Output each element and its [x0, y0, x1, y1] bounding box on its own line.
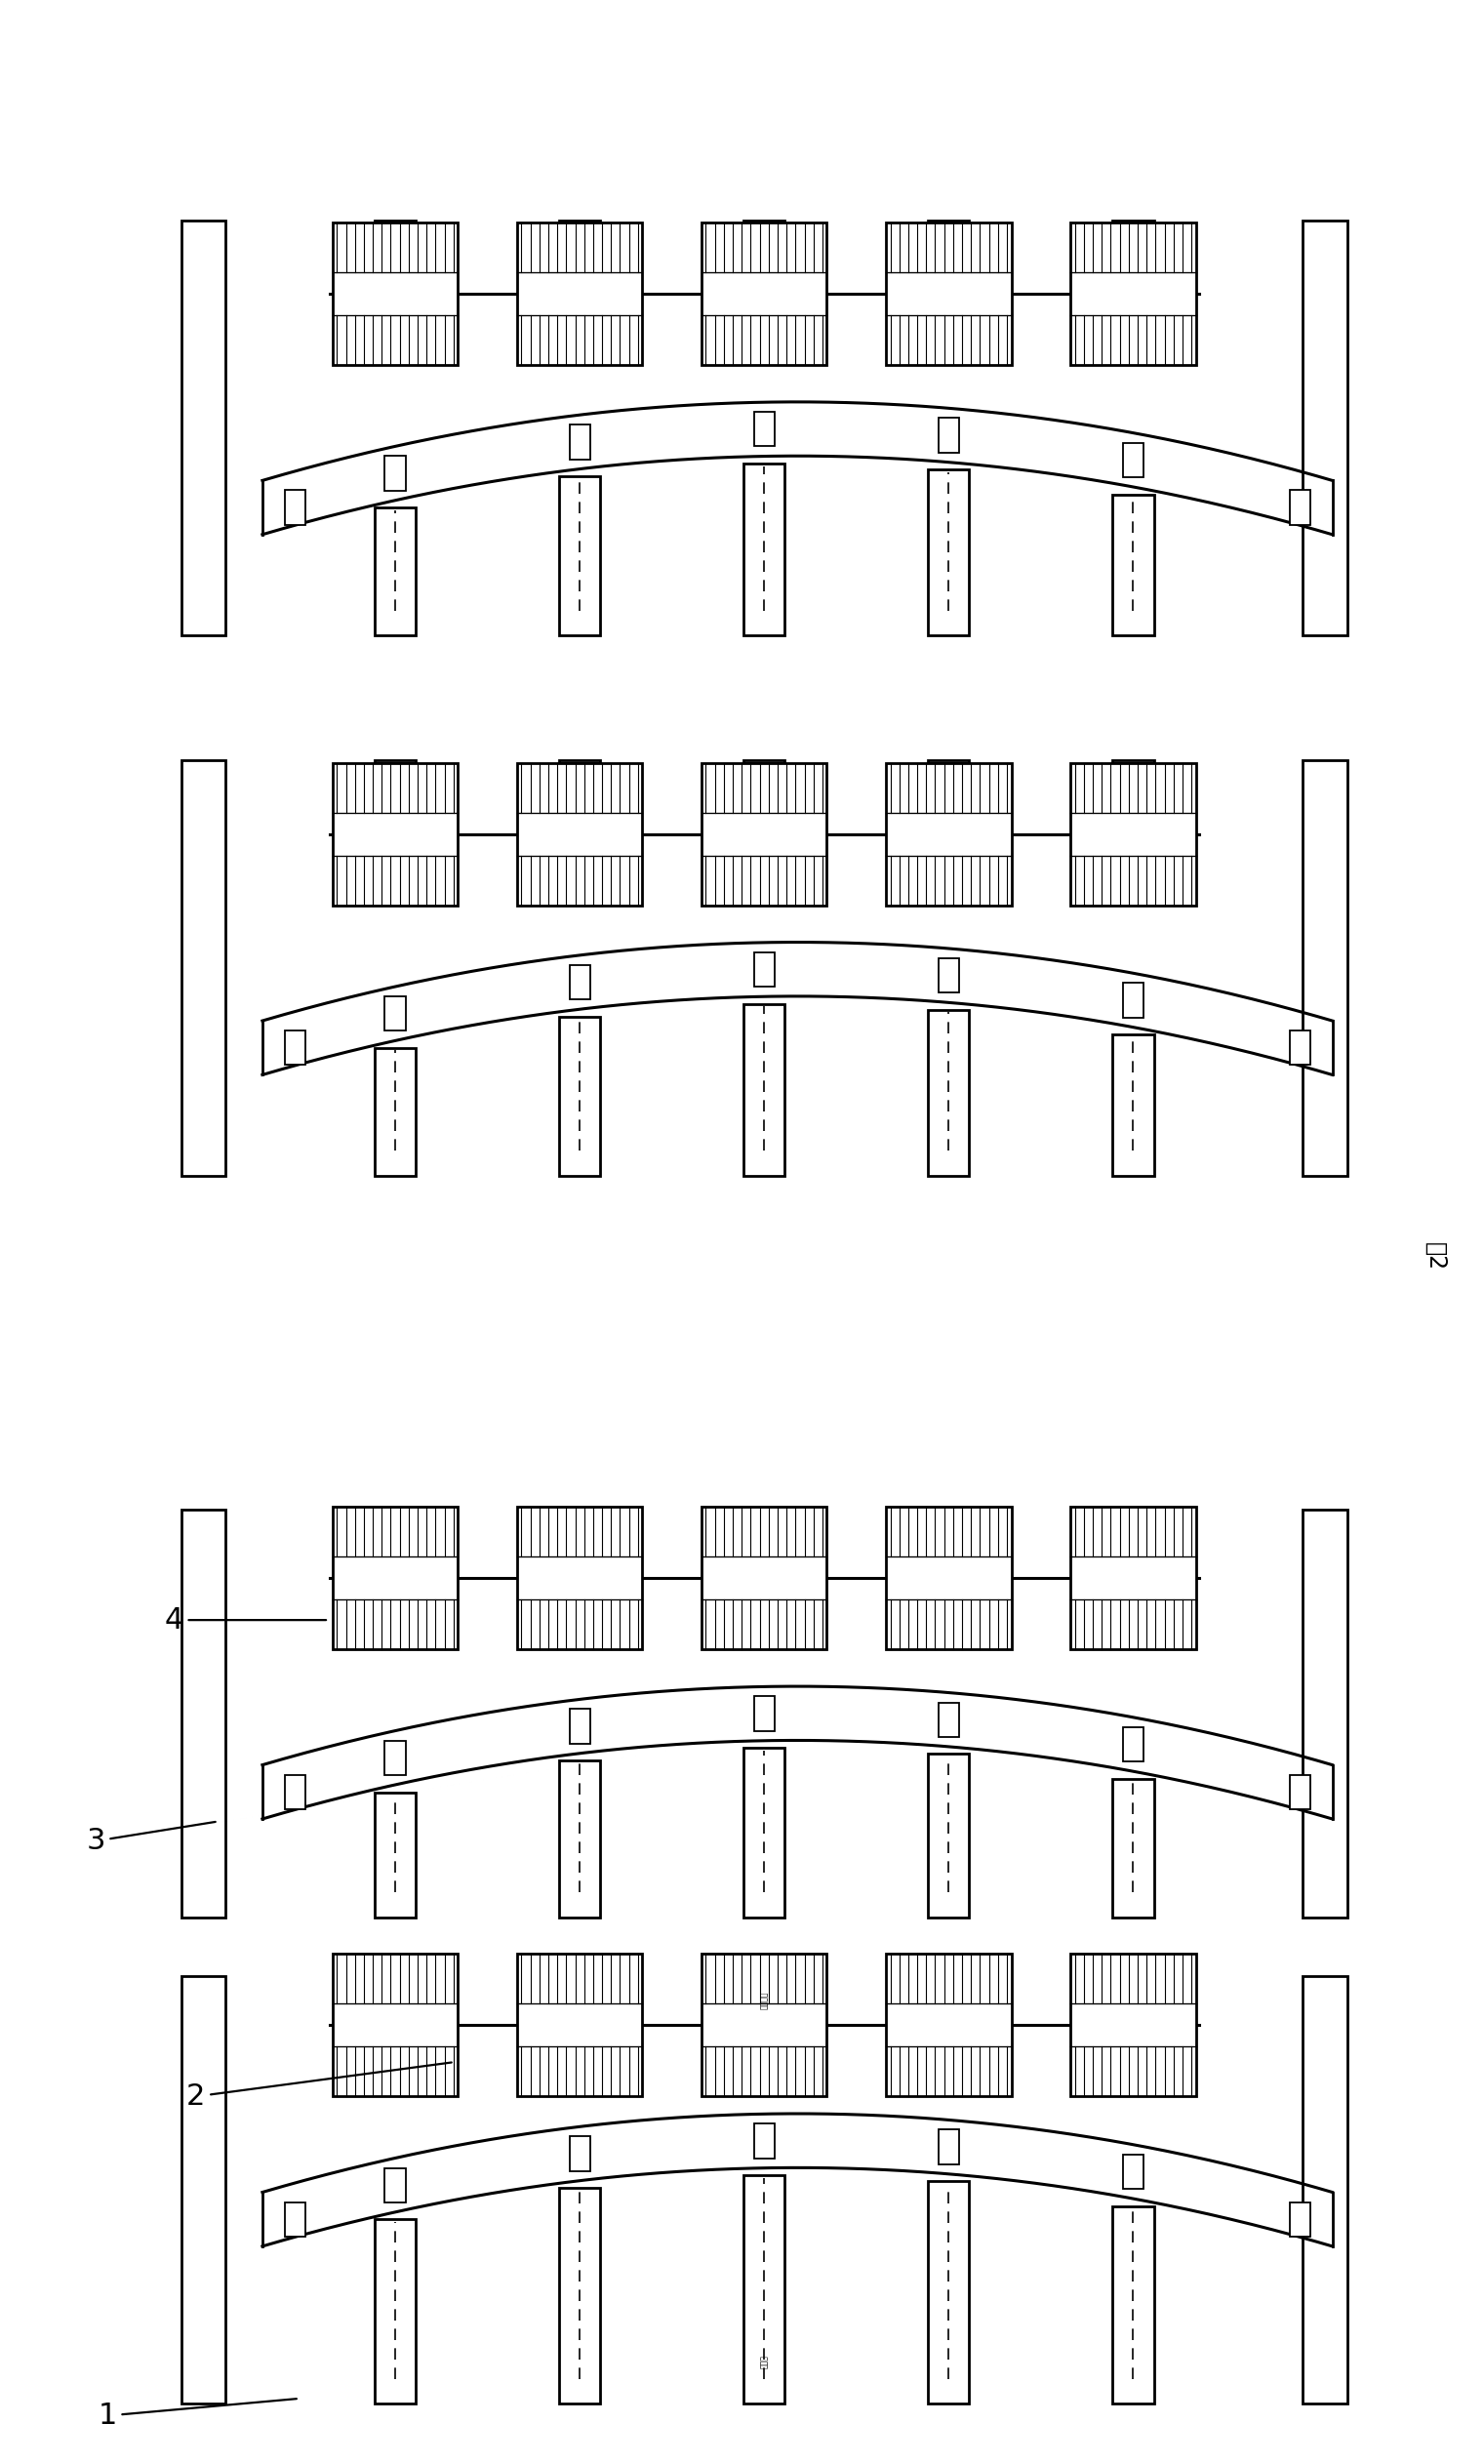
Bar	[938, 958, 959, 993]
Bar	[1123, 444, 1144, 478]
Bar	[384, 1740, 405, 1774]
Bar	[384, 456, 405, 490]
Bar	[743, 463, 785, 636]
Bar	[928, 2181, 969, 2402]
Bar	[570, 966, 591, 1000]
Bar	[886, 222, 1012, 365]
Bar	[285, 2203, 306, 2237]
Bar	[1303, 1976, 1347, 2402]
Bar	[559, 1762, 601, 1917]
Bar	[181, 219, 226, 636]
Bar	[1303, 219, 1347, 636]
Bar	[559, 476, 601, 636]
Bar	[938, 1703, 959, 1737]
Bar	[516, 1954, 643, 2097]
Bar	[928, 1754, 969, 1917]
Bar	[702, 764, 827, 904]
Bar	[1123, 1727, 1144, 1762]
Bar	[1113, 1035, 1153, 1175]
Bar	[743, 1003, 785, 1175]
Bar	[743, 2176, 785, 2402]
Bar	[754, 1695, 775, 1730]
Text: 输送辊: 输送辊	[760, 2356, 769, 2368]
Text: 顶紧装置: 顶紧装置	[760, 1991, 769, 2011]
Bar	[743, 1747, 785, 1917]
Bar	[570, 424, 591, 458]
Bar	[332, 1508, 459, 1648]
Bar	[886, 1954, 1012, 2097]
Bar	[374, 1791, 416, 1917]
Bar	[938, 2129, 959, 2163]
Bar	[928, 471, 969, 636]
Bar	[1290, 2203, 1310, 2237]
Bar	[516, 222, 643, 365]
Bar	[285, 1774, 306, 1809]
Bar	[559, 2188, 601, 2402]
Bar	[374, 508, 416, 636]
Bar	[1070, 1954, 1196, 2097]
Bar	[285, 1030, 306, 1064]
Bar	[181, 1510, 226, 1917]
Bar	[702, 1508, 827, 1648]
Bar	[516, 1508, 643, 1648]
Text: 图2: 图2	[1425, 1242, 1447, 1271]
Bar	[570, 2136, 591, 2171]
Bar	[374, 2220, 416, 2402]
Bar	[938, 419, 959, 453]
Bar	[1290, 490, 1310, 525]
Bar	[374, 1047, 416, 1175]
Bar	[886, 1508, 1012, 1648]
Bar	[1123, 983, 1144, 1018]
Bar	[181, 1976, 226, 2402]
Bar	[1113, 1779, 1153, 1917]
Bar	[754, 2124, 775, 2158]
Bar	[384, 995, 405, 1030]
Bar	[1290, 1774, 1310, 1809]
Bar	[570, 1710, 591, 1745]
Bar	[702, 222, 827, 365]
Bar	[1070, 764, 1196, 904]
Bar	[516, 764, 643, 904]
Bar	[384, 2168, 405, 2203]
Bar	[1303, 761, 1347, 1175]
Bar	[886, 764, 1012, 904]
Bar	[181, 761, 226, 1175]
Text: 4: 4	[165, 1607, 326, 1634]
Bar	[332, 764, 459, 904]
Bar	[559, 1018, 601, 1175]
Bar	[1123, 2154, 1144, 2188]
Bar	[285, 490, 306, 525]
Bar	[1113, 2205, 1153, 2402]
Bar	[332, 1954, 459, 2097]
Bar	[928, 1010, 969, 1175]
Text: 3: 3	[86, 1821, 215, 1855]
Bar	[1303, 1510, 1347, 1917]
Bar	[1290, 1030, 1310, 1064]
Bar	[1070, 222, 1196, 365]
Bar	[332, 222, 459, 365]
Bar	[1070, 1508, 1196, 1648]
Bar	[1113, 495, 1153, 636]
Bar	[754, 411, 775, 446]
Text: 2: 2	[187, 2062, 451, 2112]
Text: 1: 1	[98, 2400, 297, 2430]
Bar	[702, 1954, 827, 2097]
Bar	[754, 951, 775, 986]
